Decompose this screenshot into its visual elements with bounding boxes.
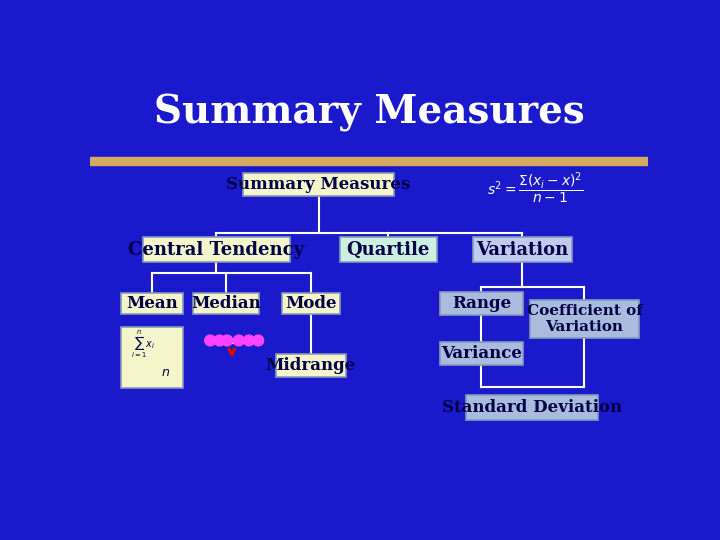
Circle shape [222, 335, 233, 346]
Text: Quartile: Quartile [347, 241, 430, 259]
Text: Standard Deviation: Standard Deviation [441, 399, 622, 416]
Text: Summary Measures: Summary Measures [153, 93, 585, 132]
FancyBboxPatch shape [439, 342, 523, 365]
Text: Range: Range [452, 295, 511, 312]
FancyBboxPatch shape [276, 354, 346, 377]
Text: Variation: Variation [477, 241, 569, 259]
Circle shape [204, 335, 215, 346]
Bar [90, 157, 648, 165]
Text: $s^2 = \dfrac{\Sigma(x_i - x)^2}{n-1}$: $s^2 = \dfrac{\Sigma(x_i - x)^2}{n-1}$ [487, 170, 584, 206]
FancyBboxPatch shape [530, 300, 639, 338]
FancyBboxPatch shape [121, 293, 183, 314]
Text: Median: Median [191, 295, 261, 312]
Text: Central Tendency: Central Tendency [128, 241, 305, 259]
Circle shape [253, 335, 264, 346]
Circle shape [214, 335, 225, 346]
Text: Coefficient of
Variation: Coefficient of Variation [526, 304, 642, 334]
Text: $n$: $n$ [161, 366, 170, 379]
Text: Midrange: Midrange [266, 356, 356, 374]
FancyBboxPatch shape [243, 173, 394, 195]
Text: Variance: Variance [441, 345, 522, 362]
FancyBboxPatch shape [121, 327, 183, 388]
Circle shape [233, 335, 244, 346]
Text: Summary Measures: Summary Measures [227, 176, 410, 193]
Text: Mean: Mean [126, 295, 178, 312]
FancyBboxPatch shape [466, 395, 598, 420]
FancyBboxPatch shape [473, 237, 572, 262]
FancyBboxPatch shape [193, 293, 258, 314]
Text: Mode: Mode [285, 295, 337, 312]
FancyBboxPatch shape [340, 237, 437, 262]
Text: $\sum_{i=1}^{n} x_i$: $\sum_{i=1}^{n} x_i$ [130, 328, 155, 360]
FancyBboxPatch shape [439, 292, 523, 315]
FancyBboxPatch shape [143, 237, 290, 262]
FancyBboxPatch shape [282, 293, 340, 314]
Circle shape [243, 335, 254, 346]
